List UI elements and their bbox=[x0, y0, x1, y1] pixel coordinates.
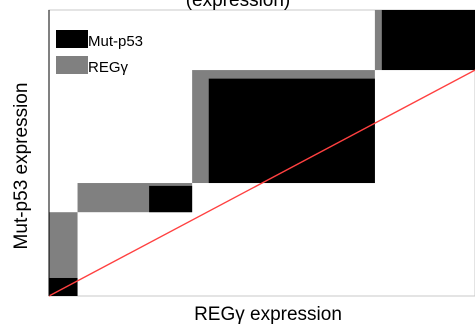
reference-line bbox=[48, 69, 475, 297]
legend-swatch-mut-p53 bbox=[56, 30, 88, 48]
legend-swatch-regy bbox=[56, 56, 88, 74]
regy-block-3 bbox=[374, 10, 382, 71]
y-axis-label: Mut-p53 expression bbox=[11, 83, 32, 250]
top-clipped-label: (expression) bbox=[186, 0, 291, 11]
x-axis-label: REGγ expression bbox=[194, 304, 342, 325]
mut-p53-blocks bbox=[49, 10, 475, 296]
mut-p53-block-3 bbox=[381, 10, 475, 71]
legend-label-mut-p53: Mut-p53 bbox=[88, 33, 143, 50]
mut-p53-block-2 bbox=[208, 78, 375, 184]
legend: Mut-p53 REGγ bbox=[56, 30, 143, 76]
legend-label-regy: REGγ bbox=[88, 59, 129, 76]
mut-p53-block-1 bbox=[149, 185, 193, 213]
